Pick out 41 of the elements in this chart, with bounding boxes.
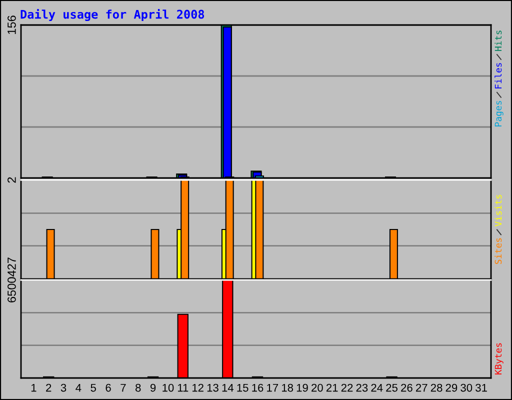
- text: Files: [494, 63, 502, 88]
- x-tick-label: 1: [31, 384, 36, 392]
- x-tick-label: 30: [460, 384, 472, 392]
- x-tick-label: 2: [46, 384, 52, 392]
- text: Sites: [494, 238, 502, 264]
- x-tick-label: 14: [222, 384, 234, 392]
- x-tick-label: 12: [192, 384, 204, 392]
- x-tick-label: 27: [416, 384, 428, 392]
- x-tick-label: 15: [237, 384, 248, 392]
- x-tick-label: 25: [386, 384, 398, 392]
- x-tick-label: 6: [106, 384, 111, 392]
- x-tick-label: 23: [356, 384, 368, 392]
- x-tick-label: 9: [150, 384, 156, 392]
- x-tick-label: 21: [326, 384, 338, 392]
- y-tick-label: 6500427: [8, 258, 16, 302]
- x-tick-label: 4: [76, 384, 82, 392]
- x-tick-label: 8: [136, 384, 141, 392]
- text: Hits: [494, 30, 502, 51]
- x-tick-label: 20: [312, 384, 323, 392]
- x-tick-label: 10: [162, 384, 174, 392]
- x-tick-label: 7: [120, 384, 126, 392]
- text: KBytes: [494, 343, 504, 374]
- y-tick-label: 156: [8, 16, 16, 34]
- x-tick-label: 18: [282, 384, 294, 392]
- x-tick-label: 3: [60, 384, 66, 392]
- x-tick-label: 28: [430, 384, 442, 392]
- x-tick-label: 29: [446, 384, 458, 392]
- y-tick-label: 2: [8, 177, 16, 183]
- x-tick-label: 13: [207, 384, 218, 392]
- x-tick-label: 22: [341, 384, 353, 392]
- x-tick-label: 11: [178, 384, 188, 392]
- text: Visits: [494, 194, 502, 226]
- x-tick-label: 19: [296, 384, 308, 392]
- x-tick-label: 17: [267, 384, 278, 392]
- x-tick-label: 26: [401, 384, 412, 392]
- x-tick-label: 31: [476, 384, 487, 392]
- text: Pages: [494, 100, 504, 126]
- x-tick-label: 16: [252, 384, 264, 392]
- x-tick-label: 24: [371, 384, 383, 392]
- x-tick-label: 5: [90, 384, 96, 392]
- chart-title: Daily usage for April 2008: [20, 8, 204, 22]
